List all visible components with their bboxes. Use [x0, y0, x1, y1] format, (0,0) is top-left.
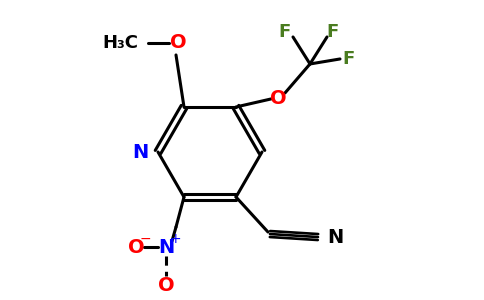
Text: F: F	[279, 23, 291, 41]
Text: F: F	[326, 23, 338, 41]
Text: O: O	[170, 34, 186, 52]
Text: O: O	[270, 89, 287, 109]
Text: O: O	[158, 275, 174, 295]
Text: +: +	[169, 232, 181, 246]
Text: −: −	[139, 232, 151, 246]
Text: H₃C: H₃C	[102, 34, 138, 52]
Text: N: N	[158, 238, 174, 256]
Text: F: F	[342, 50, 354, 68]
Text: N: N	[327, 227, 343, 247]
Text: O: O	[128, 238, 144, 256]
Text: N: N	[132, 142, 148, 161]
